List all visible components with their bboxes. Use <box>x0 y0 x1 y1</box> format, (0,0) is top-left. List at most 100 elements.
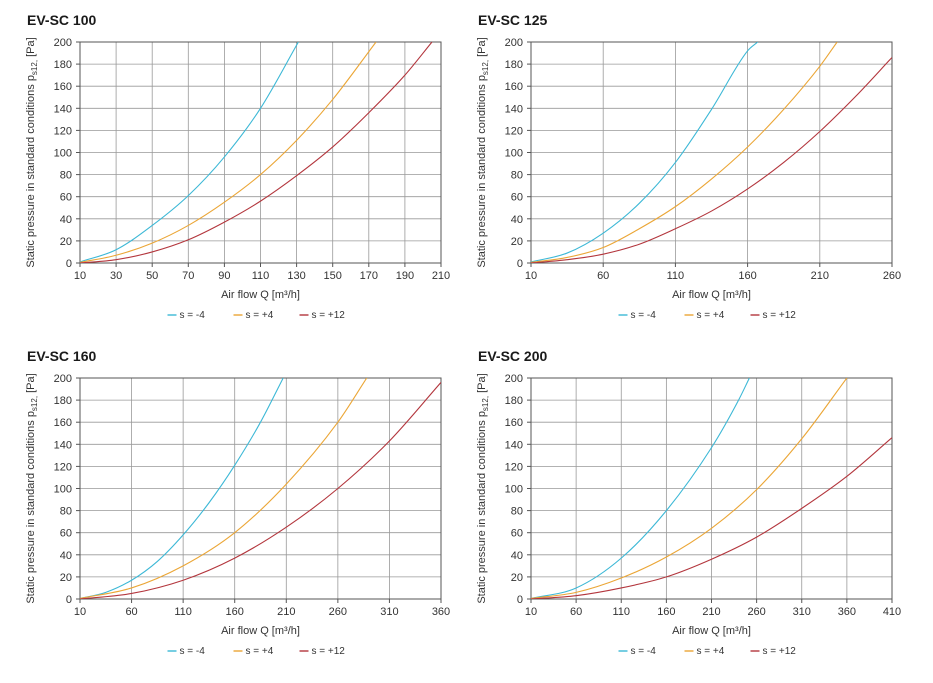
y-tick-label: 180 <box>505 59 523 71</box>
y-tick-label: 0 <box>66 258 72 270</box>
x-tick-label: 110 <box>174 606 192 618</box>
y-tick-label: 20 <box>511 236 523 248</box>
series-line-3 <box>80 42 433 263</box>
x-tick-label: 30 <box>110 270 122 282</box>
y-tick-label: 140 <box>505 439 523 451</box>
x-tick-label: 60 <box>570 606 582 618</box>
y-tick-label: 0 <box>66 594 72 606</box>
y-tick-label: 120 <box>505 461 523 473</box>
chart-title: EV-SC 125 <box>478 12 548 28</box>
x-tick-label: 110 <box>667 270 685 282</box>
y-tick-label: 140 <box>54 439 72 451</box>
y-tick-label: 40 <box>511 214 523 226</box>
x-tick-label: 210 <box>702 606 720 618</box>
y-tick-label: 20 <box>511 572 523 584</box>
y-tick-label: 20 <box>60 572 72 584</box>
series-line-3 <box>531 437 892 599</box>
x-tick-label: 310 <box>793 606 811 618</box>
y-tick-label: 60 <box>511 528 523 540</box>
x-tick-label: 210 <box>277 606 295 618</box>
grid <box>80 42 441 263</box>
x-tick-label: 160 <box>657 606 675 618</box>
legend-label: s = +12 <box>312 646 346 657</box>
y-tick-label: 60 <box>60 528 72 540</box>
legend-label: s = +4 <box>697 646 725 657</box>
x-axis-title: Air flow Q [m³/h] <box>672 625 751 637</box>
chart-panel-ev-sc-160: EV-SC 160 10 60 110 160 210 260 310 360 0 20 40 60 8… <box>25 348 487 683</box>
legend: s = -4 s = +4 s = +12 <box>618 310 796 321</box>
grid <box>80 378 441 599</box>
legend-label: s = +4 <box>697 310 725 321</box>
series-line-2 <box>80 378 368 599</box>
x-tick-label: 110 <box>252 270 270 282</box>
chart-svg: 10 60 110 160 210 260 310 360 410 0 20 40 60 80 100 120… <box>476 373 901 657</box>
y-tick-label: 80 <box>511 506 523 518</box>
y-tick-label: 140 <box>505 103 523 115</box>
x-tick-label: 60 <box>125 606 137 618</box>
x-tick-label: 210 <box>811 270 829 282</box>
x-tick-label: 150 <box>324 270 342 282</box>
y-tick-label: 80 <box>511 170 523 182</box>
y-tick-label: 100 <box>505 148 523 160</box>
x-tick-label: 260 <box>747 606 765 618</box>
chart-svg: 10 60 110 160 210 260 310 360 0 20 40 60 80 100 120 140… <box>25 373 450 657</box>
series-group <box>80 378 441 599</box>
series-line-1 <box>531 42 759 263</box>
y-axis-title: Static pressure in standard conditions p… <box>476 37 490 267</box>
y-tick-label: 180 <box>505 395 523 407</box>
x-tick-label: 110 <box>612 606 630 618</box>
legend: s = -4 s = +4 s = +12 <box>167 310 346 321</box>
x-axis-title: Air flow Q [m³/h] <box>221 289 300 301</box>
series-line-2 <box>531 378 848 599</box>
series-line-2 <box>531 42 838 263</box>
legend-label: s = +12 <box>312 310 346 321</box>
y-tick-label: 60 <box>511 192 523 204</box>
grid <box>531 42 892 263</box>
legend-label: s = -4 <box>631 310 657 321</box>
x-axis-title: Air flow Q [m³/h] <box>672 289 751 301</box>
x-tick-label: 170 <box>360 270 378 282</box>
y-tick-label: 160 <box>54 417 72 429</box>
chart-panel-ev-sc-200: EV-SC 200 10 60 110 160 210 260 310 360 410 0 20 40… <box>476 348 933 683</box>
x-tick-label: 10 <box>74 606 86 618</box>
x-tick-label: 10 <box>525 606 537 618</box>
y-tick-label: 200 <box>54 37 72 49</box>
y-tick-label: 20 <box>60 236 72 248</box>
y-tick-label: 160 <box>54 81 72 93</box>
chart-panel-ev-sc-125: EV-SC 125 10 60 110 160 210 260 0 20 40 60 80 100 12… <box>476 12 933 347</box>
y-tick-label: 120 <box>505 125 523 137</box>
chart-svg: 10 60 110 160 210 260 0 20 40 60 80 100 120 140 160 180… <box>476 37 901 321</box>
series-group <box>531 42 892 263</box>
y-tick-label: 0 <box>517 594 523 606</box>
y-tick-label: 80 <box>60 506 72 518</box>
y-tick-label: 120 <box>54 125 72 137</box>
x-tick-label: 190 <box>396 270 414 282</box>
x-tick-label: 70 <box>182 270 194 282</box>
x-tick-label: 310 <box>380 606 398 618</box>
y-tick-label: 100 <box>54 484 72 496</box>
x-tick-label: 130 <box>287 270 305 282</box>
legend-label: s = -4 <box>180 646 206 657</box>
y-tick-label: 160 <box>505 81 523 93</box>
y-tick-label: 200 <box>505 373 523 385</box>
x-tick-label: 210 <box>432 270 450 282</box>
x-tick-label: 10 <box>74 270 86 282</box>
y-axis-title: Static pressure in standard conditions p… <box>476 373 490 603</box>
series-line-1 <box>80 42 299 263</box>
x-tick-label: 260 <box>329 606 347 618</box>
legend-label: s = +12 <box>763 646 797 657</box>
y-axis-title: Static pressure in standard conditions p… <box>25 37 39 267</box>
chart-panel-ev-sc-100: EV-SC 100 10 30 50 70 90 110 130 150 170 190 210 0 2… <box>25 12 487 347</box>
y-tick-label: 140 <box>54 103 72 115</box>
y-tick-label: 100 <box>54 148 72 160</box>
chart-title: EV-SC 100 <box>27 12 97 28</box>
y-tick-label: 120 <box>54 461 72 473</box>
series-line-1 <box>531 378 750 599</box>
chart-svg: 10 30 50 70 90 110 130 150 170 190 210 0 20 40 60 80 100… <box>25 37 450 321</box>
y-tick-label: 160 <box>505 417 523 429</box>
y-tick-label: 180 <box>54 395 72 407</box>
series-line-3 <box>531 57 892 263</box>
chart-title: EV-SC 200 <box>478 348 548 364</box>
x-tick-label: 360 <box>432 606 450 618</box>
y-tick-label: 0 <box>517 258 523 270</box>
